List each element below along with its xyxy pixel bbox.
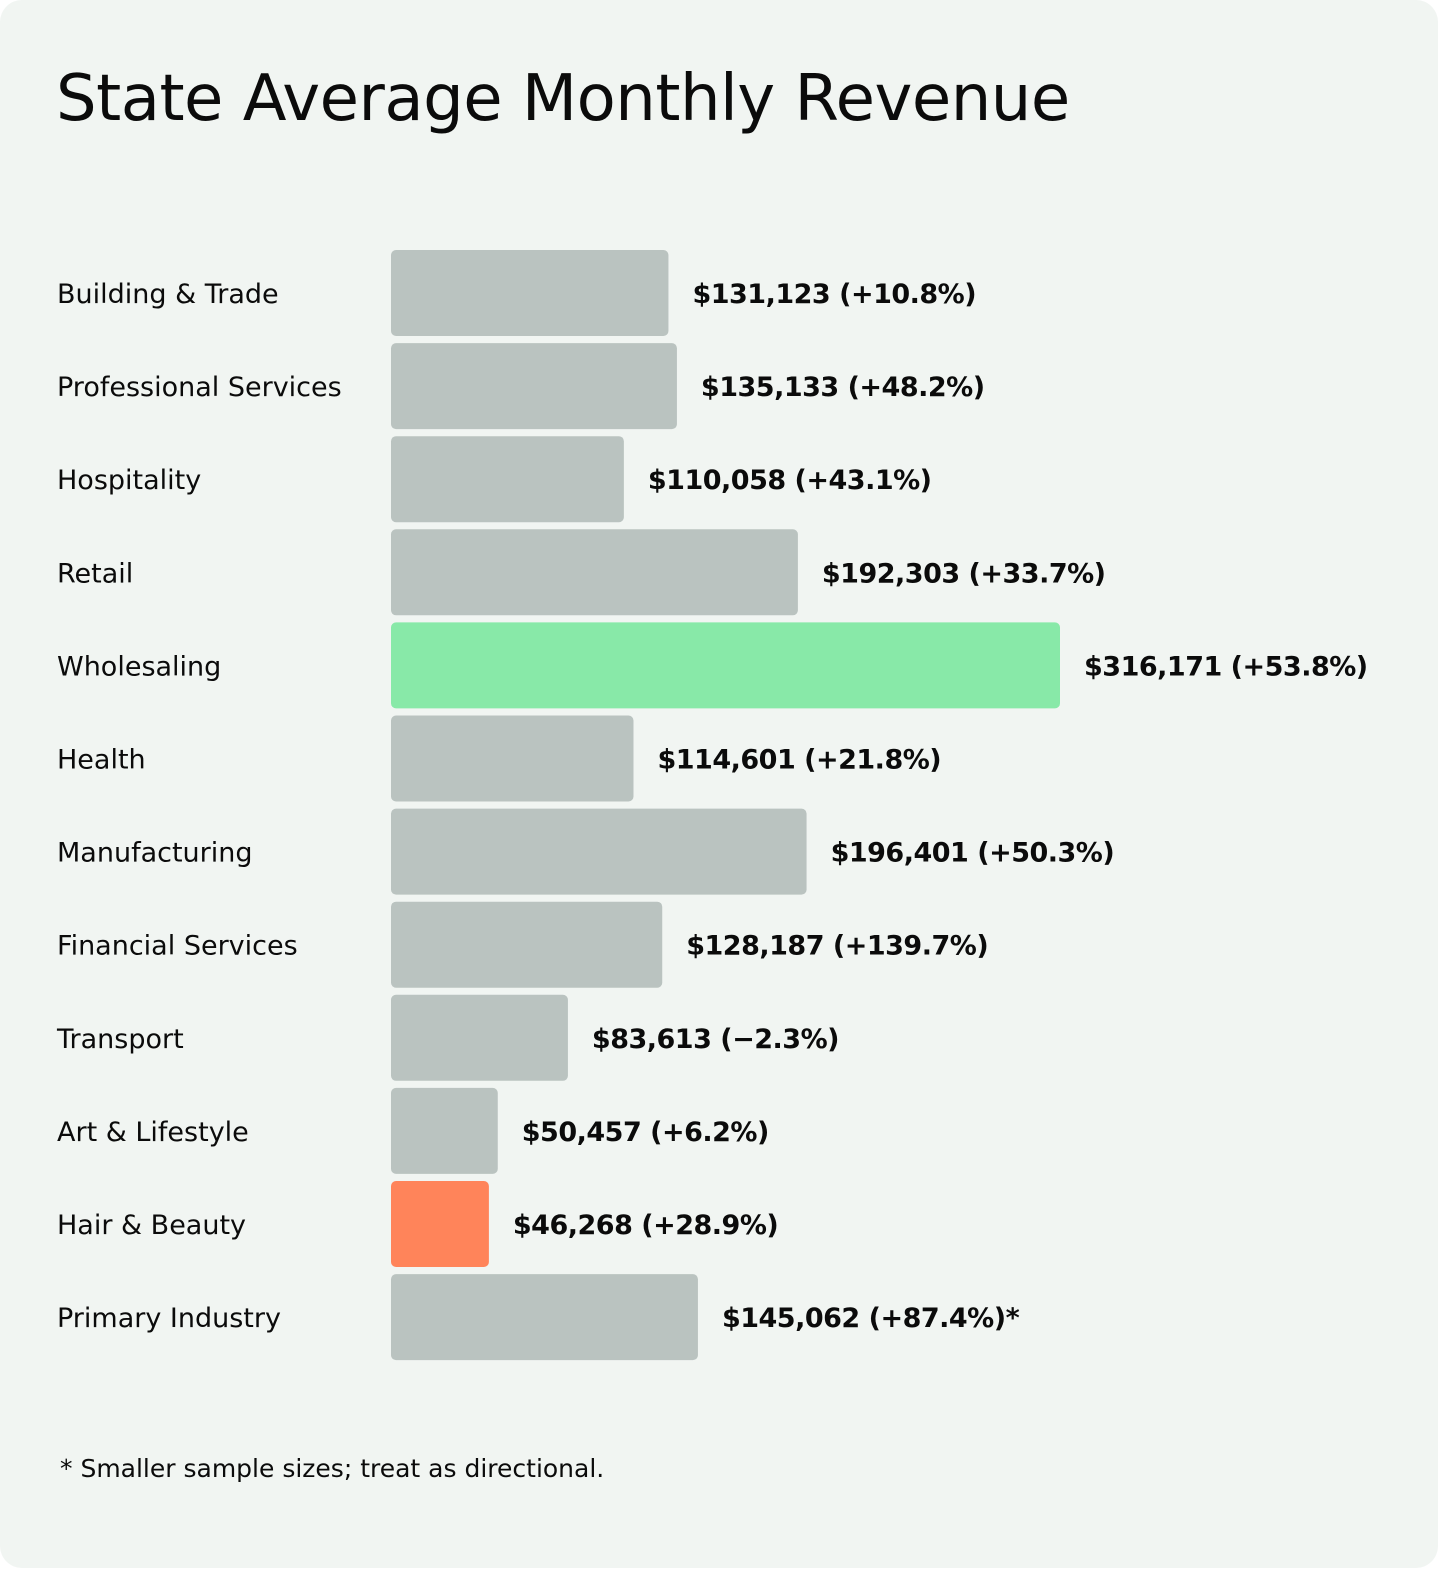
data-label: $135,133 (+48.2%)	[701, 372, 985, 403]
category-label: Primary Industry	[57, 1303, 281, 1334]
category-label: Art & Lifestyle	[57, 1117, 249, 1148]
bar	[391, 1087, 498, 1174]
bar	[391, 994, 568, 1081]
category-label: Professional Services	[57, 372, 342, 403]
data-label: $128,187 (+139.7%)	[686, 931, 988, 962]
bar	[391, 715, 634, 802]
chart-title: State Average Monthly Revenue	[56, 62, 1070, 136]
category-label: Health	[57, 745, 146, 776]
bar-row: Primary Industry $145,062 (+87.4%)*	[57, 1274, 1020, 1361]
bar-row: Art & Lifestyle $50,457 (+6.2%)	[57, 1087, 769, 1174]
data-label: $196,401 (+50.3%)	[831, 838, 1115, 869]
bar-row: Retail $192,303 (+33.7%)	[57, 529, 1106, 616]
data-label: $316,171 (+53.8%)	[1084, 651, 1368, 682]
bar-row: Wholesaling $316,171 (+53.8%)	[57, 622, 1368, 709]
bar-row: Health $114,601 (+21.8%)	[57, 715, 942, 802]
bar	[391, 250, 669, 336]
data-label: $145,062 (+87.4%)*	[722, 1303, 1020, 1334]
bar	[391, 529, 798, 616]
category-label: Wholesaling	[57, 651, 221, 682]
bar-row: Building & Trade $131,123 (+10.8%)	[57, 250, 977, 336]
category-label: Retail	[57, 558, 133, 589]
bar	[391, 436, 624, 523]
data-label: $192,303 (+33.7%)	[822, 558, 1106, 589]
bar	[391, 901, 663, 988]
data-label: $114,601 (+21.8%)	[657, 745, 941, 776]
category-label: Hospitality	[57, 465, 201, 496]
category-label: Manufacturing	[57, 838, 253, 869]
category-label: Transport	[56, 1024, 184, 1055]
bar	[391, 1274, 698, 1361]
bar	[391, 343, 677, 430]
category-label: Financial Services	[57, 931, 298, 962]
bar	[391, 622, 1060, 709]
bar	[391, 1181, 489, 1267]
data-label: $50,457 (+6.2%)	[522, 1117, 769, 1148]
category-label: Hair & Beauty	[57, 1210, 246, 1241]
bar	[391, 808, 807, 895]
data-label: $110,058 (+43.1%)	[648, 465, 932, 496]
bar-row: Transport $83,613 (−2.3%)	[56, 994, 839, 1081]
bar-row: Hospitality $110,058 (+43.1%)	[57, 436, 932, 523]
data-label: $131,123 (+10.8%)	[692, 279, 976, 310]
data-label: $83,613 (−2.3%)	[592, 1024, 839, 1055]
bar-row: Manufacturing $196,401 (+50.3%)	[57, 808, 1115, 895]
bar-row: Hair & Beauty $46,268 (+28.9%)	[57, 1181, 779, 1267]
data-label: $46,268 (+28.9%)	[513, 1210, 778, 1241]
bar-row: Financial Services $128,187 (+139.7%)	[57, 901, 989, 988]
bar-row: Professional Services $135,133 (+48.2%)	[57, 343, 985, 430]
footnote: * Smaller sample sizes; treat as directi…	[60, 1454, 605, 1483]
category-label: Building & Trade	[57, 279, 279, 310]
